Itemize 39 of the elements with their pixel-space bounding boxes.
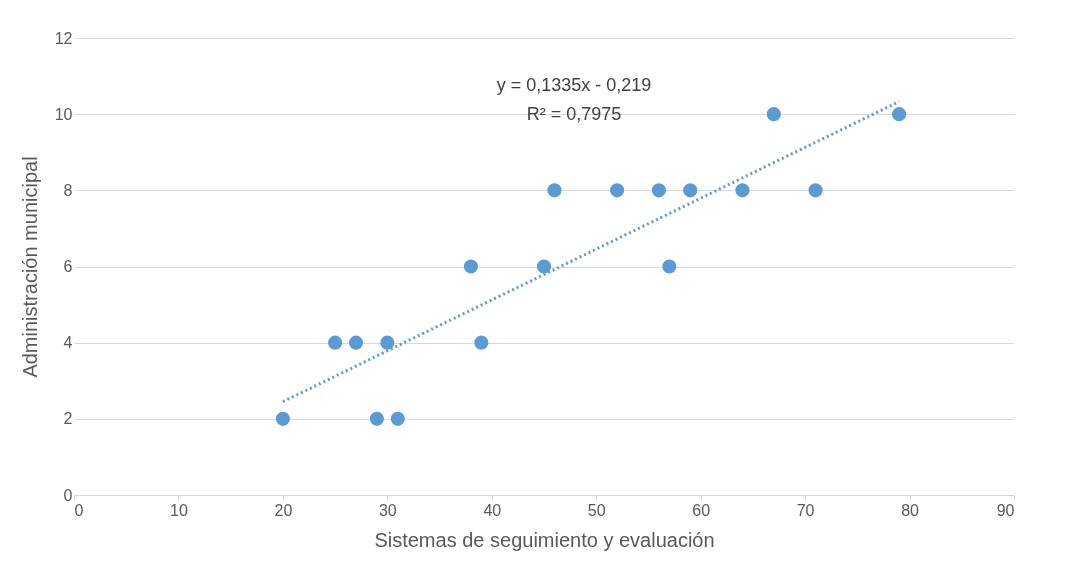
point — [348, 335, 364, 350]
x-tick-label: 50 — [587, 501, 606, 519]
point — [390, 411, 405, 426]
point — [547, 183, 562, 198]
point — [610, 183, 625, 198]
annotation: y = 0,1335x - 0,219 — [496, 75, 652, 95]
annotation: R² = 0,7975 — [526, 104, 622, 124]
point — [536, 259, 552, 274]
y-tick-label: 6 — [63, 258, 73, 275]
x-tick-label: 80 — [901, 501, 920, 519]
y-tick-label: 4 — [63, 334, 73, 352]
point — [683, 183, 698, 198]
point — [369, 411, 384, 426]
point — [735, 183, 750, 198]
x-tick-label: 70 — [796, 501, 815, 519]
point — [651, 183, 666, 198]
point — [275, 411, 290, 426]
x-axis-title: Sistemas de seguimiento y evaluación — [374, 528, 715, 551]
y-tick-label: 10 — [54, 105, 73, 123]
y-tick-label: 8 — [63, 181, 73, 199]
x-tick-label: 0 — [74, 501, 84, 519]
point — [328, 335, 343, 350]
point — [463, 259, 478, 274]
x-tick-label: 40 — [483, 501, 502, 519]
y-tick-label: 0 — [63, 486, 73, 504]
point — [474, 335, 489, 350]
x-tick-label: 90 — [996, 501, 1015, 519]
point — [766, 107, 781, 122]
x-tick-label: 20 — [274, 501, 293, 519]
point — [380, 335, 395, 350]
y-tick-label: 12 — [54, 29, 73, 47]
x-tick-label: 60 — [692, 501, 711, 519]
y-tick-label: 2 — [63, 410, 73, 428]
point — [808, 183, 823, 198]
y-axis-title: Administración municipal — [18, 156, 41, 378]
point — [662, 259, 677, 274]
x-tick-label: 30 — [378, 501, 397, 519]
point — [892, 107, 907, 122]
x-tick-label: 10 — [170, 501, 188, 519]
